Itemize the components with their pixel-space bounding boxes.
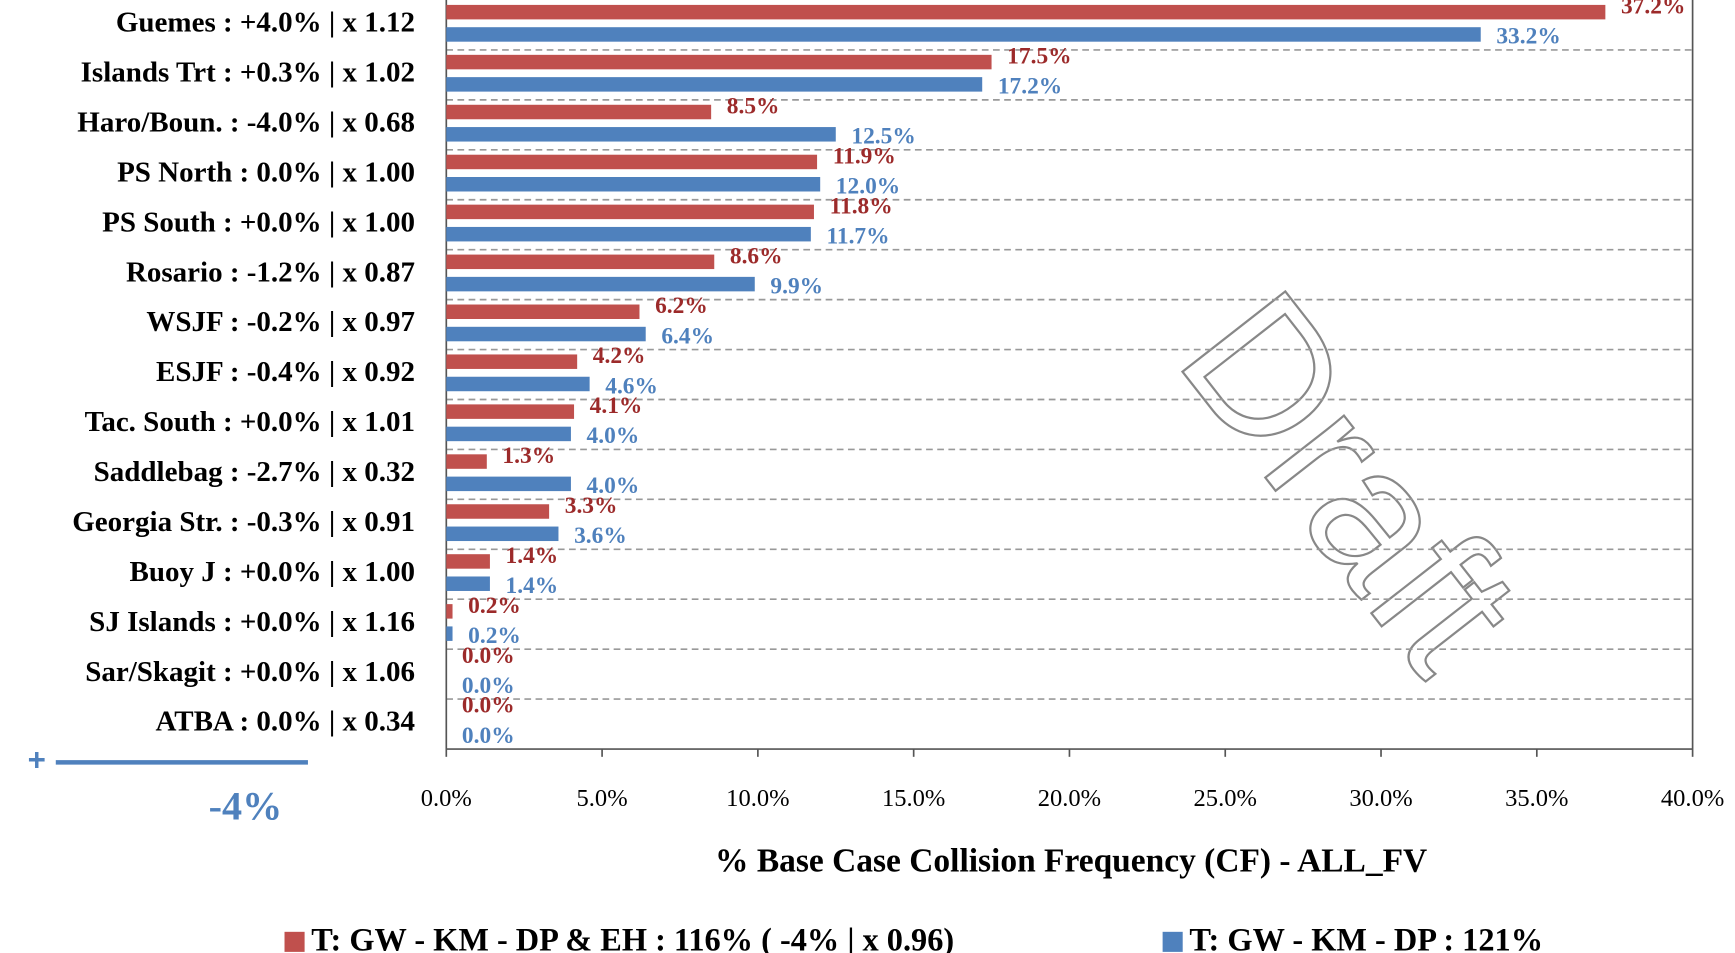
data-label: 0.2% [468,593,521,619]
data-label: 0.0% [462,693,515,719]
category-label: Sar/Skagit : +0.0% | x 1.06 [85,656,415,688]
data-label: 33.2% [1496,24,1560,50]
category-label: Guemes : +4.0% | x 1.12 [116,7,415,39]
bar [446,526,559,542]
x-tick-label: 10.0% [726,785,789,812]
category-label: Rosario : -1.2% | x 0.87 [126,256,415,288]
data-label: 11.8% [830,193,893,219]
x-tick-label: 5.0% [577,785,628,812]
bar [446,376,590,392]
category-label: PS North : 0.0% | x 1.00 [117,156,415,188]
x-tick-label: 25.0% [1194,785,1257,812]
bar [446,154,818,170]
data-label: 4.6% [605,373,658,399]
x-tick-label: 30.0% [1349,785,1412,812]
bar [446,204,814,220]
category-label: Saddlebag : -2.7% | x 0.32 [94,456,415,488]
data-label: 37.2% [1621,0,1685,20]
data-label: 4.0% [587,423,640,449]
bar [446,104,712,120]
category-label: ESJF : -0.4% | x 0.92 [156,356,415,388]
category-label: Tac. South : +0.0% | x 1.01 [85,406,415,438]
data-label: 12.0% [836,174,900,200]
data-label: 0.2% [468,623,521,649]
bar [446,354,578,369]
data-label: 1.4% [506,543,559,569]
bar [446,254,715,270]
bar [446,626,453,641]
data-label: 1.3% [502,443,555,469]
bar [446,54,992,70]
data-label: 0.0% [462,723,515,749]
annotation: -4% [209,784,283,829]
data-label: 17.2% [998,74,1062,100]
category-label: PS South : +0.0% | x 1.00 [102,206,415,238]
bar [446,276,755,292]
x-tick-label: 20.0% [1038,785,1101,812]
annotation: + [28,743,46,778]
bar [446,27,1481,42]
x-tick-label: 40.0% [1661,785,1724,812]
data-label: 6.2% [655,293,708,319]
bar [446,177,821,192]
data-label: 4.1% [590,393,643,419]
legend-swatch [1162,931,1183,952]
category-label: Georgia Str. : -0.3% | x 0.91 [72,506,415,538]
data-label: 6.4% [661,323,714,349]
data-label: 8.5% [727,94,780,120]
x-axis-title: % Base Case Collision Frequency (CF) - A… [715,843,1427,880]
watermark: Draft [1141,254,1561,708]
legend-swatch [284,931,305,952]
bar [446,604,453,619]
bar [446,4,1606,20]
data-label: 12.5% [851,124,915,150]
category-label: ATBA : 0.0% | x 0.34 [155,706,415,738]
bar [446,304,640,320]
x-tick-label: 35.0% [1505,785,1568,812]
data-label: 4.2% [593,343,646,369]
data-label: 11.9% [833,143,896,169]
bar [446,576,490,591]
data-label: 4.0% [587,473,640,499]
data-label: 3.6% [574,523,627,549]
category-label: Haro/Boun. : -4.0% | x 0.68 [77,107,415,139]
x-tick-label: 0.0% [421,785,472,812]
category-label: WSJF : -0.2% | x 0.97 [146,306,415,338]
data-label: 0.0% [462,643,515,669]
data-label: 1.4% [506,573,559,599]
data-label: 0.0% [462,673,515,699]
category-label: Islands Trt : +0.3% | x 1.02 [81,57,415,89]
bar [446,554,490,569]
legend-label: T: GW - KM - DP : 121% [1189,921,1543,953]
bar [446,404,575,419]
bar [446,504,550,519]
data-label: 3.3% [565,493,618,519]
bar [446,454,487,469]
bar [446,476,571,492]
category-label: Buoy J : +0.0% | x 1.00 [130,556,416,588]
x-tick-label: 15.0% [882,785,945,812]
category-label: SJ Islands : +0.0% | x 1.16 [89,606,415,638]
data-label: 11.7% [826,223,889,249]
bar [446,77,983,92]
data-label: 17.5% [1007,44,1071,70]
bar [446,326,646,342]
data-label: 8.6% [730,243,783,269]
bar [446,426,571,442]
bar [446,127,836,142]
bar [446,226,811,242]
legend-label: T: GW - KM - DP & EH : 116% ( -4% | x 0.… [311,921,954,953]
data-label: 9.9% [770,273,823,299]
